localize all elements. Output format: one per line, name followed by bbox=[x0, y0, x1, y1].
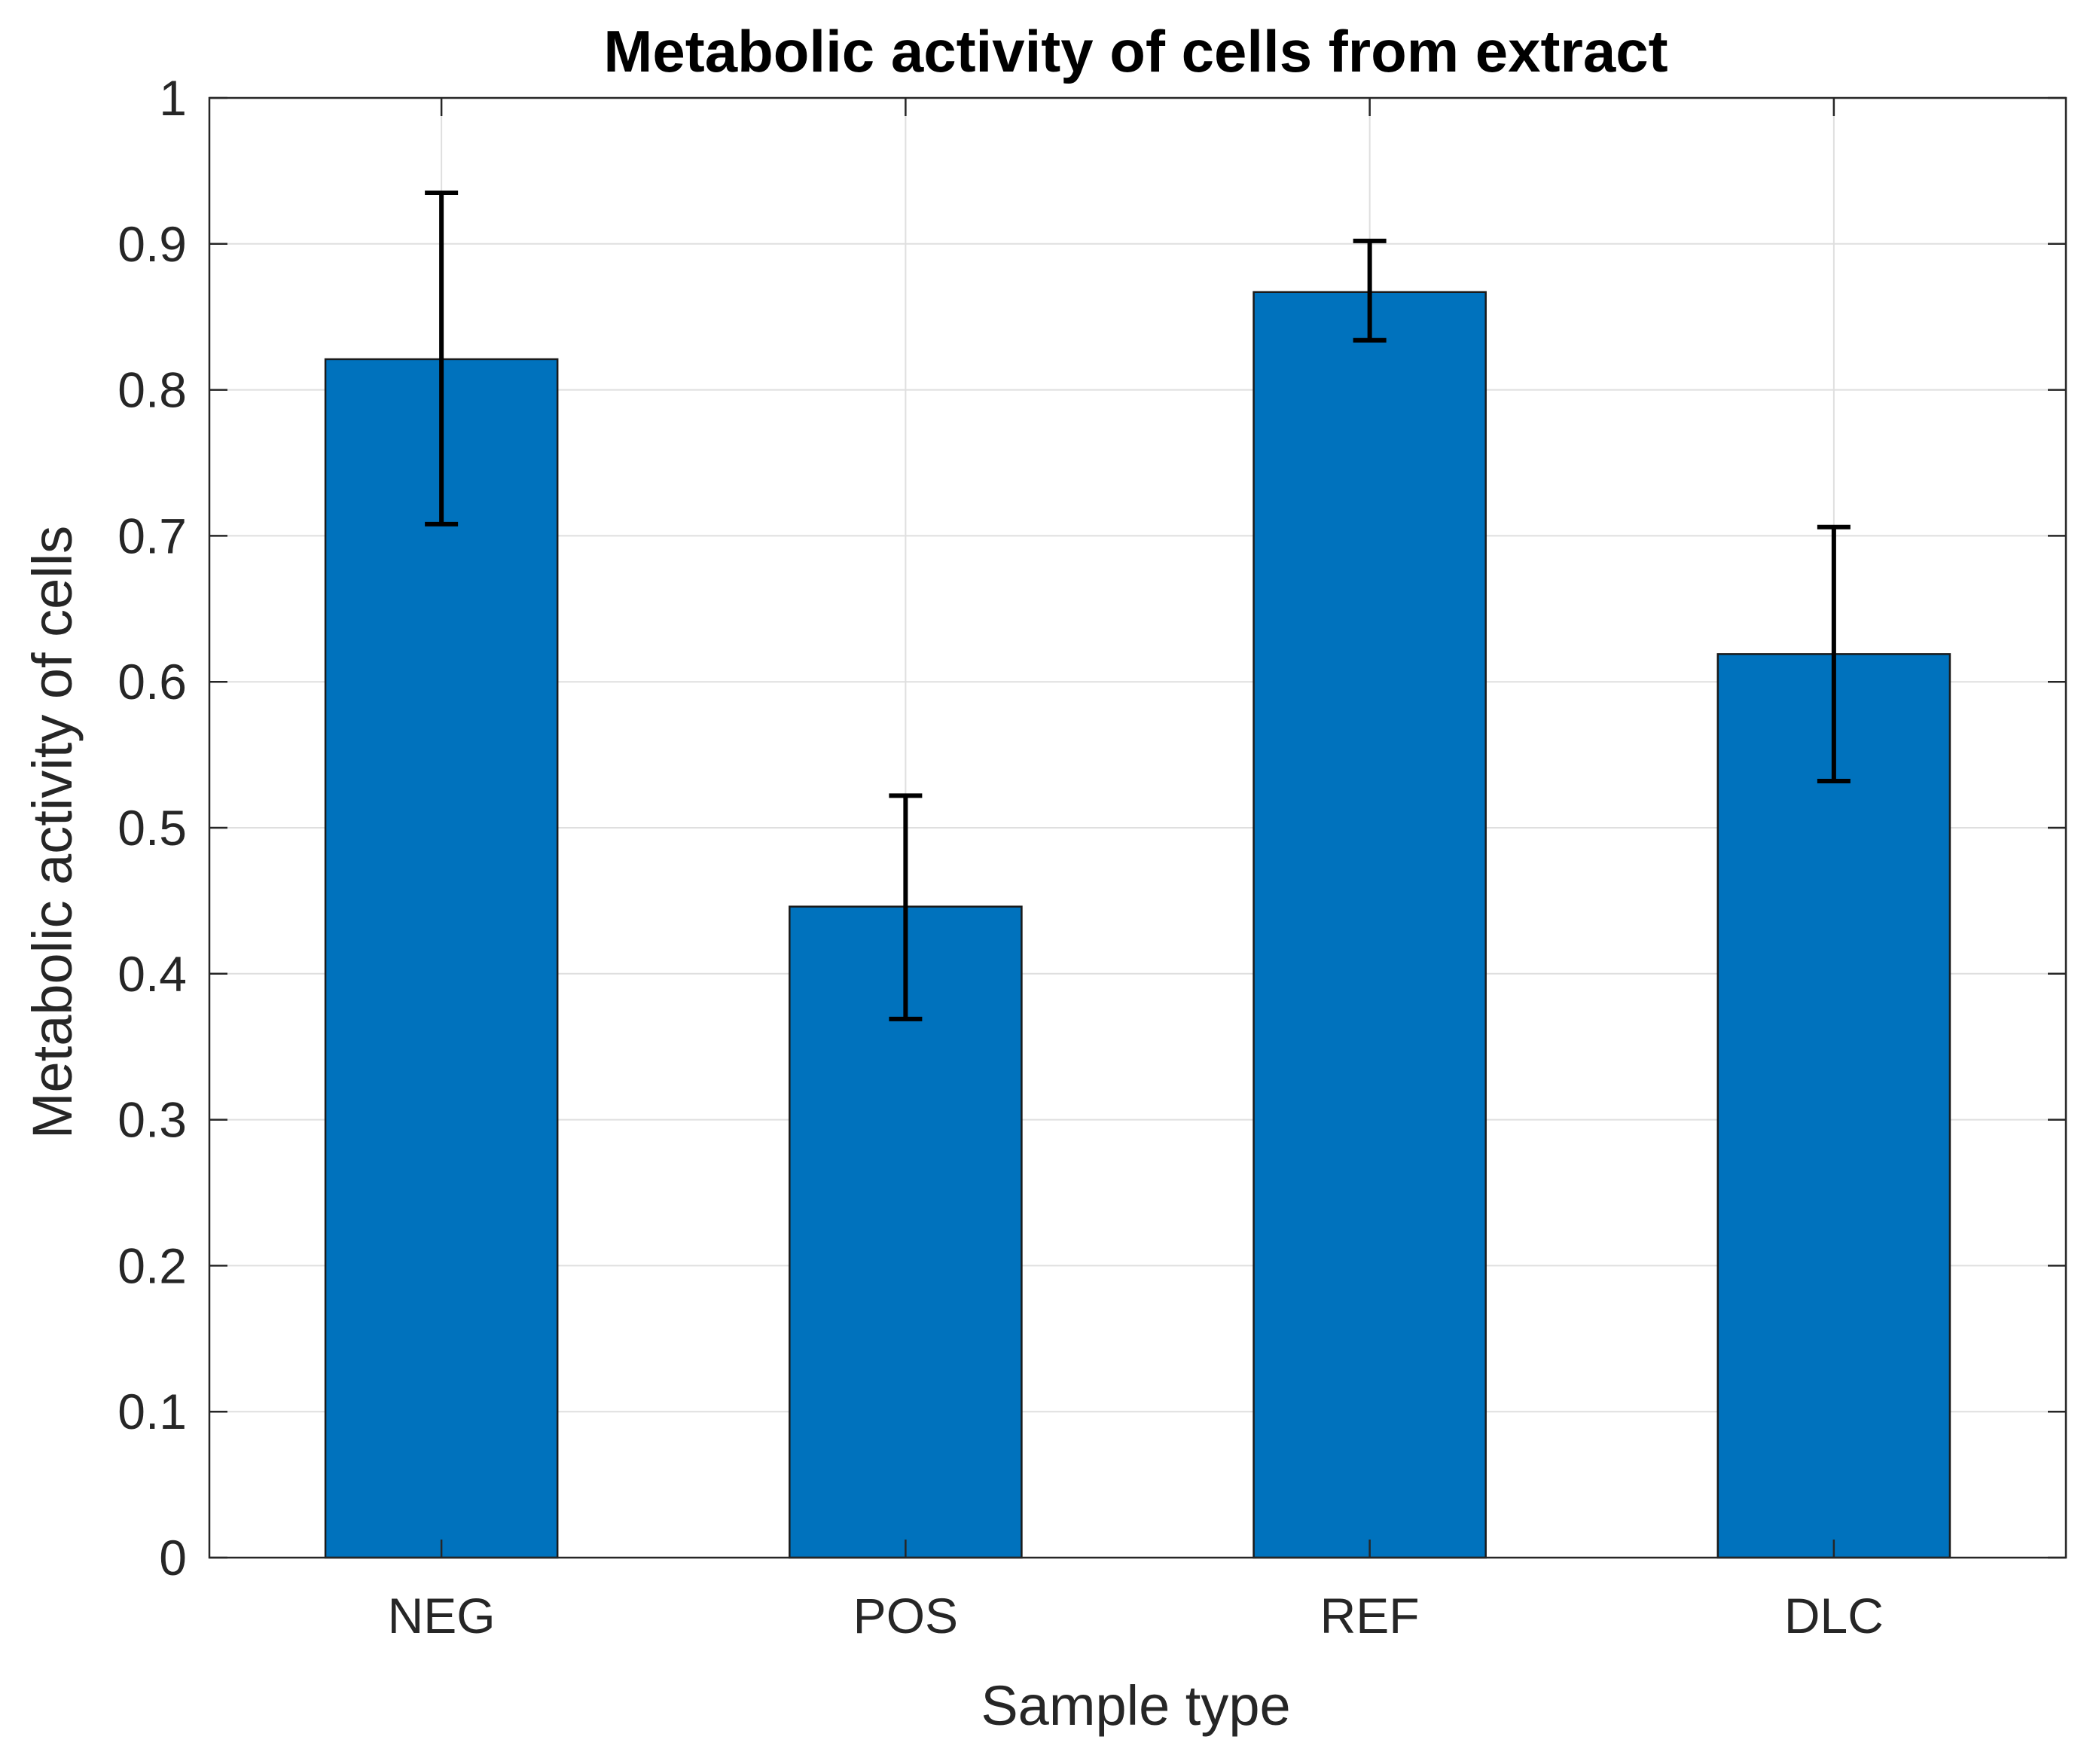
y-tick-label-8: 0.8 bbox=[117, 362, 187, 418]
error-bar-dlc bbox=[1817, 524, 1851, 783]
y-tick-label-9: 0.9 bbox=[117, 216, 187, 272]
y-tick-label-2: 0.2 bbox=[117, 1238, 187, 1293]
x-tick-label-ref: REF bbox=[1320, 1588, 1420, 1643]
label-layer: 0 0.1 0.2 0.3 0.4 0.5 0.6 0.7 0.8 0.9 1 NEG POS REF DL… bbox=[117, 70, 1884, 1643]
error-bar-pos bbox=[889, 793, 923, 1021]
x-tick-label-neg: NEG bbox=[388, 1588, 496, 1643]
bar-neg bbox=[324, 358, 559, 1559]
y-tick-label-3: 0.3 bbox=[117, 1092, 187, 1148]
tick-layer bbox=[209, 96, 2066, 1559]
x-axis-label: Sample type bbox=[981, 1674, 1290, 1737]
error-bar-layer bbox=[425, 190, 1851, 1021]
y-tick-label-7: 0.7 bbox=[117, 508, 187, 563]
y-tick-label-10: 1 bbox=[159, 70, 187, 126]
x-tick-label-pos: POS bbox=[853, 1588, 958, 1643]
y-tick-label-1: 0.1 bbox=[117, 1384, 187, 1439]
y-tick-label-5: 0.5 bbox=[117, 800, 187, 856]
bar-ref bbox=[1253, 291, 1487, 1559]
y-axis-label: Metabolic activity of cells bbox=[21, 526, 84, 1139]
y-tick-label-6: 0.6 bbox=[117, 654, 187, 710]
bar-layer bbox=[324, 291, 1951, 1559]
chart-title: Metabolic activity of cells from extract bbox=[603, 18, 1667, 84]
bar-dlc bbox=[1716, 653, 1951, 1559]
error-bar-ref bbox=[1353, 238, 1387, 343]
y-tick-label-4: 0.4 bbox=[117, 946, 187, 1002]
x-tick-label-dlc: DLC bbox=[1784, 1588, 1884, 1643]
y-tick-label-0: 0 bbox=[159, 1530, 187, 1585]
error-bar-neg bbox=[425, 190, 459, 526]
